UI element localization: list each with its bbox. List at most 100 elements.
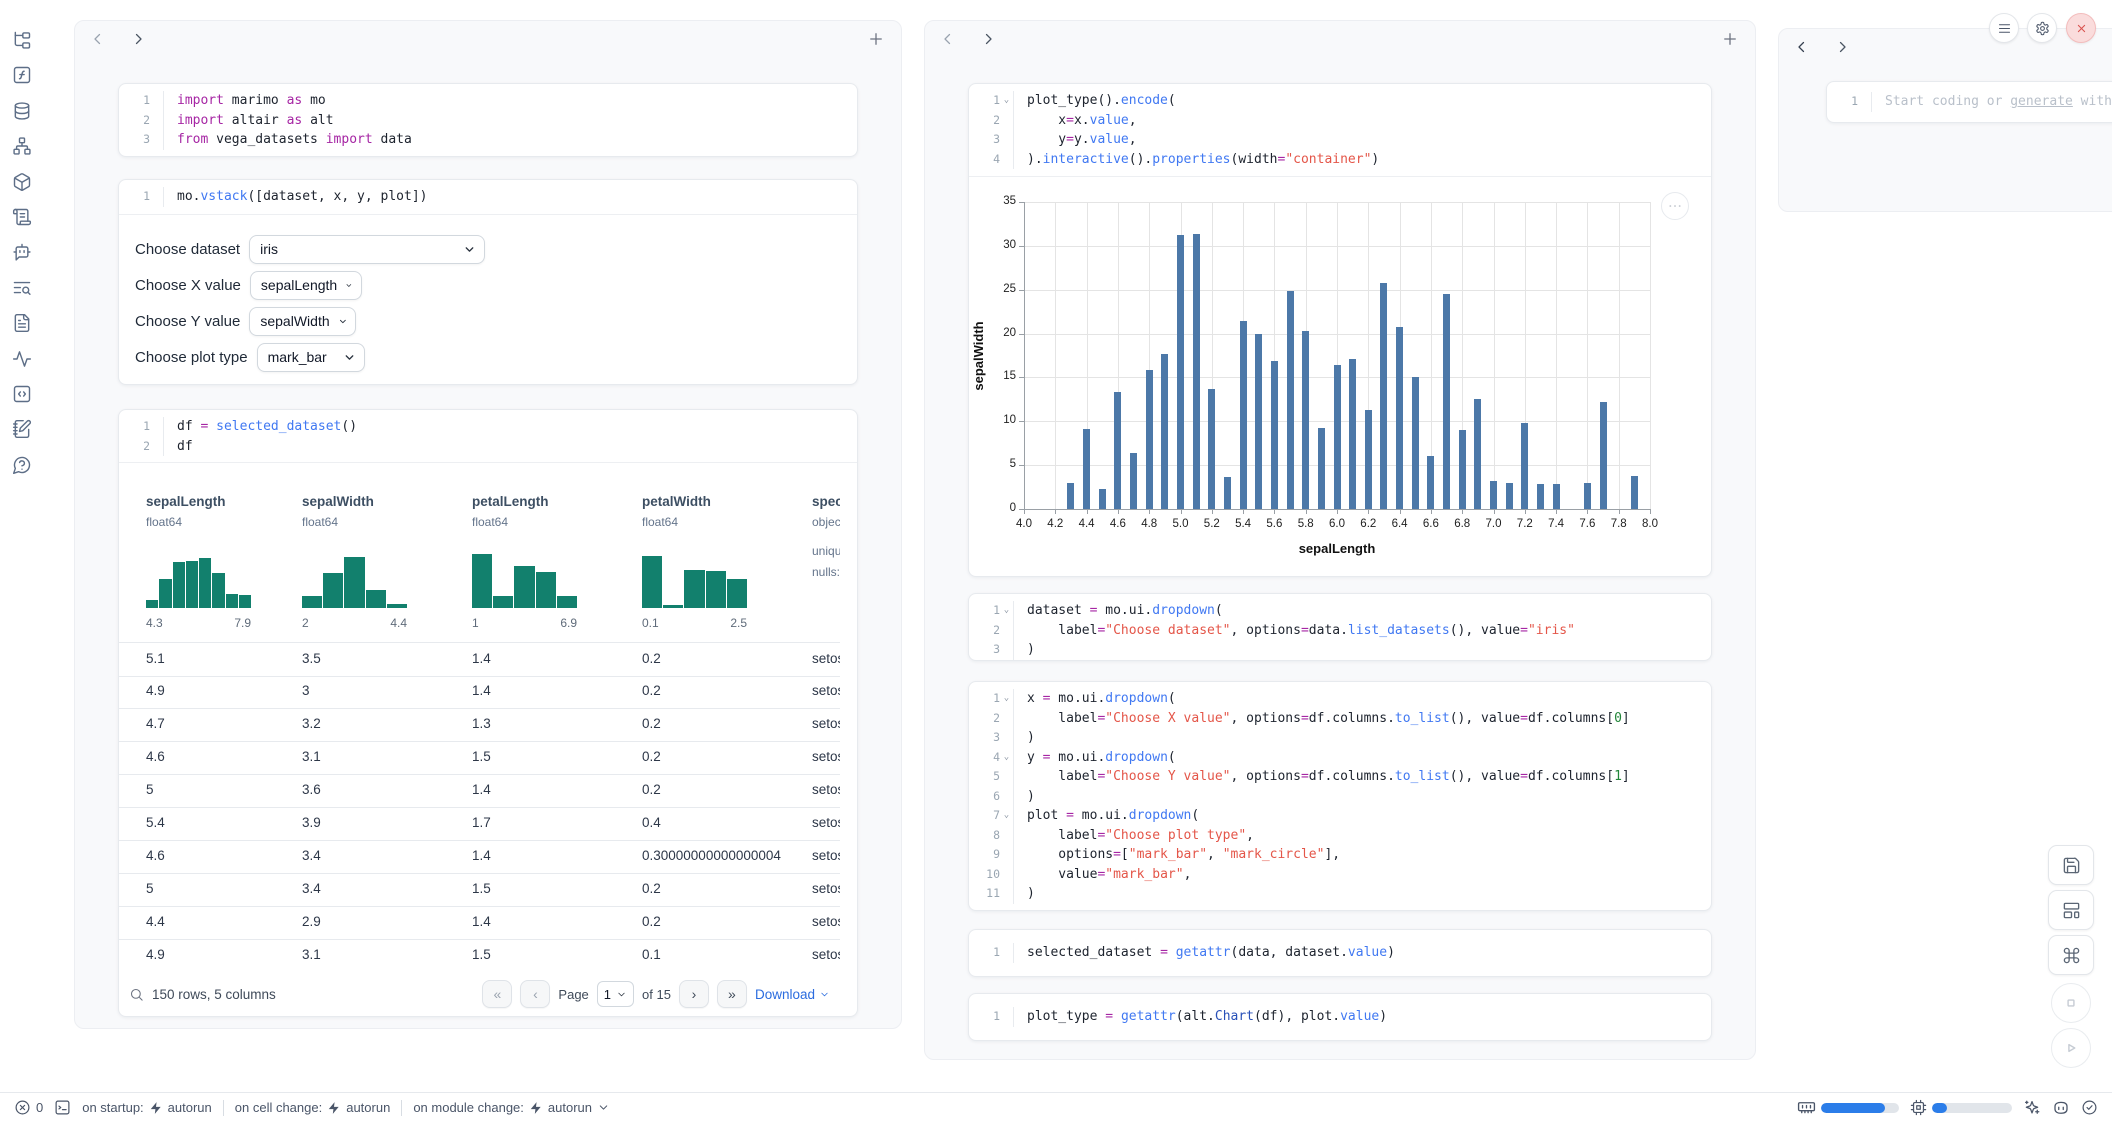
- sidebar-item-dependency-graph[interactable]: [12, 136, 32, 156]
- sidebar-item-scratchpad[interactable]: [12, 419, 32, 439]
- code-editor-plot[interactable]: 1⌄plot_type().encode(2 x=x.value,3 y=y.v…: [969, 84, 1711, 169]
- prev-page-button[interactable]: ‹: [520, 980, 550, 1008]
- fold-chevron-icon[interactable]: ⌄: [1000, 689, 1013, 709]
- table-row[interactable]: 4.63.41.40.30000000000000004setosa: [119, 840, 840, 874]
- copilot-status[interactable]: [2052, 1099, 2070, 1117]
- sidebar-item-ai-chat[interactable]: [12, 242, 32, 262]
- choose-y-value-select[interactable]: sepalWidth: [249, 307, 356, 336]
- code-editor-df[interactable]: 1df = selected_dataset()2df: [119, 410, 857, 456]
- cell-selected-dataset[interactable]: 1selected_dataset = getattr(data, datase…: [968, 929, 1712, 977]
- add-cell-button[interactable]: [1721, 30, 1739, 48]
- keyboard-shortcuts-button[interactable]: [2048, 935, 2094, 975]
- column-next-button[interactable]: [1833, 38, 1851, 56]
- choose-plot-type-select[interactable]: mark_bar: [257, 343, 365, 372]
- column-prev-button[interactable]: [939, 30, 957, 48]
- cell-xy-dropdowns[interactable]: 1⌄x = mo.ui.dropdown(2 label="Choose X v…: [968, 681, 1712, 911]
- settings-button[interactable]: [2027, 13, 2057, 43]
- search-icon[interactable]: [129, 987, 144, 1002]
- on-cell-change-label: on cell change:: [235, 1100, 322, 1115]
- table-row[interactable]: 53.61.40.2setosa: [119, 774, 840, 808]
- layout-toggle-button[interactable]: [2048, 890, 2094, 930]
- terminal-button[interactable]: [54, 1099, 71, 1116]
- on-cell-change-setting[interactable]: on cell change: autorun: [235, 1100, 391, 1115]
- column-prev-button[interactable]: [89, 30, 107, 48]
- cell-plot-type[interactable]: 1plot_type = getattr(alt.Chart(df), plot…: [968, 993, 1712, 1041]
- next-page-button[interactable]: ›: [679, 980, 709, 1008]
- table-cell: 0.2: [642, 914, 661, 929]
- page-select[interactable]: 1: [597, 981, 634, 1007]
- sidebar-item-snippets[interactable]: [12, 384, 32, 404]
- first-page-button[interactable]: «: [482, 980, 512, 1008]
- cell-plot[interactable]: 1⌄plot_type().encode(2 x=x.value,3 y=y.v…: [968, 83, 1712, 577]
- cell-empty-scratch[interactable]: 1Start coding or generate with AI: [1826, 81, 2112, 123]
- cell-divider: [119, 462, 857, 463]
- column-next-button[interactable]: [129, 30, 147, 48]
- cell-divider: [119, 214, 857, 215]
- error-indicator[interactable]: 0: [14, 1099, 43, 1116]
- cell-dataset-dropdown[interactable]: 1⌄dataset = mo.ui.dropdown(2 label="Choo…: [968, 593, 1712, 661]
- code-editor-selected-dataset[interactable]: 1selected_dataset = getattr(data, datase…: [969, 930, 1711, 963]
- code-editor-dataset-dropdown[interactable]: 1⌄dataset = mo.ui.dropdown(2 label="Choo…: [969, 594, 1711, 660]
- table-row[interactable]: 53.41.50.2setosa: [119, 873, 840, 907]
- code-editor-xy-dropdowns[interactable]: 1⌄x = mo.ui.dropdown(2 label="Choose X v…: [969, 682, 1711, 904]
- choose-dataset-select[interactable]: iris: [249, 235, 485, 264]
- last-page-button[interactable]: »: [717, 980, 747, 1008]
- run-all-button[interactable]: [2051, 1028, 2091, 1068]
- column-header[interactable]: sepalWidth: [302, 494, 374, 509]
- sidebar-item-packages[interactable]: [12, 172, 32, 192]
- add-cell-button[interactable]: [867, 30, 885, 48]
- shutdown-button[interactable]: [2066, 13, 2096, 43]
- column-prev-button[interactable]: [1793, 38, 1811, 56]
- choose-x-value-select[interactable]: sepalLength: [250, 271, 362, 300]
- generate-with-ai-link[interactable]: generate: [2010, 94, 2073, 109]
- sidebar-item-help[interactable]: [12, 455, 32, 475]
- code-editor-empty[interactable]: 1Start coding or generate with AI: [1827, 82, 2112, 112]
- fold-chevron-icon[interactable]: ⌄: [1000, 601, 1013, 621]
- sidebar-item-documentation[interactable]: [12, 313, 32, 333]
- column-header[interactable]: petalLength: [472, 494, 549, 509]
- code-editor-imports[interactable]: 1import marimo as mo2import altair as al…: [119, 84, 857, 150]
- connection-status[interactable]: [2081, 1099, 2098, 1116]
- sidebar-item-outline[interactable]: [12, 278, 32, 298]
- save-button[interactable]: [2048, 845, 2094, 885]
- table-cell: 3.4: [302, 848, 321, 863]
- on-module-change-setting[interactable]: on module change: autorun: [413, 1100, 610, 1115]
- table-row[interactable]: 4.93.11.50.1setosa: [119, 939, 840, 972]
- column-next-button[interactable]: [979, 30, 997, 48]
- fold-chevron-icon[interactable]: ⌄: [1000, 806, 1013, 826]
- code-editor-plot-type[interactable]: 1plot_type = getattr(alt.Chart(df), plot…: [969, 994, 1711, 1027]
- bar: [1208, 389, 1215, 509]
- table-row[interactable]: 5.13.51.40.2setosa: [119, 642, 840, 677]
- cell-vstack[interactable]: 1mo.vstack([dataset, x, y, plot]) Choose…: [118, 179, 858, 385]
- x-tick-label: 5.8: [1291, 518, 1321, 531]
- download-button[interactable]: Download: [755, 987, 830, 1002]
- chart-actions-button[interactable]: [1661, 192, 1689, 220]
- code-editor-vstack[interactable]: 1mo.vstack([dataset, x, y, plot]): [119, 180, 857, 207]
- column-header[interactable]: sepalLength: [146, 494, 226, 509]
- sidebar-item-logs[interactable]: [12, 207, 32, 227]
- ai-assist-button[interactable]: [2023, 1099, 2041, 1117]
- on-startup-setting[interactable]: on startup: autorun: [82, 1100, 212, 1115]
- column-header[interactable]: petalWidth: [642, 494, 711, 509]
- cell-imports[interactable]: 1import marimo as mo2import altair as al…: [118, 83, 858, 157]
- table-row[interactable]: 4.931.40.2setosa: [119, 675, 840, 709]
- altair-bar-chart[interactable]: 4.04.24.44.64.85.05.25.45.65.86.06.26.46…: [969, 184, 1711, 564]
- sparkles-icon: [2023, 1099, 2041, 1117]
- table-row[interactable]: 4.63.11.50.2setosa: [119, 741, 840, 775]
- cpu-usage[interactable]: [1910, 1099, 2012, 1116]
- chevron-right-icon: [129, 30, 147, 48]
- cell-dataframe[interactable]: 1df = selected_dataset()2df sepalLengthf…: [118, 409, 858, 1017]
- sidebar-item-datasources[interactable]: [12, 101, 32, 121]
- sidebar-item-file-tree[interactable]: [12, 30, 32, 50]
- sidebar-item-variables[interactable]: [12, 65, 32, 85]
- notebook-menu-button[interactable]: [1989, 13, 2019, 43]
- sidebar-item-tracing[interactable]: [12, 349, 32, 369]
- fold-chevron-icon[interactable]: ⌄: [1000, 91, 1013, 111]
- column-header[interactable]: species: [812, 494, 840, 509]
- fold-chevron-icon[interactable]: ⌄: [1000, 748, 1013, 768]
- memory-usage[interactable]: [1797, 1098, 1899, 1117]
- table-row[interactable]: 4.42.91.40.2setosa: [119, 906, 840, 940]
- table-row[interactable]: 4.73.21.30.2setosa: [119, 708, 840, 742]
- stop-kernel-button[interactable]: [2051, 983, 2091, 1023]
- table-row[interactable]: 5.43.91.70.4setosa: [119, 807, 840, 841]
